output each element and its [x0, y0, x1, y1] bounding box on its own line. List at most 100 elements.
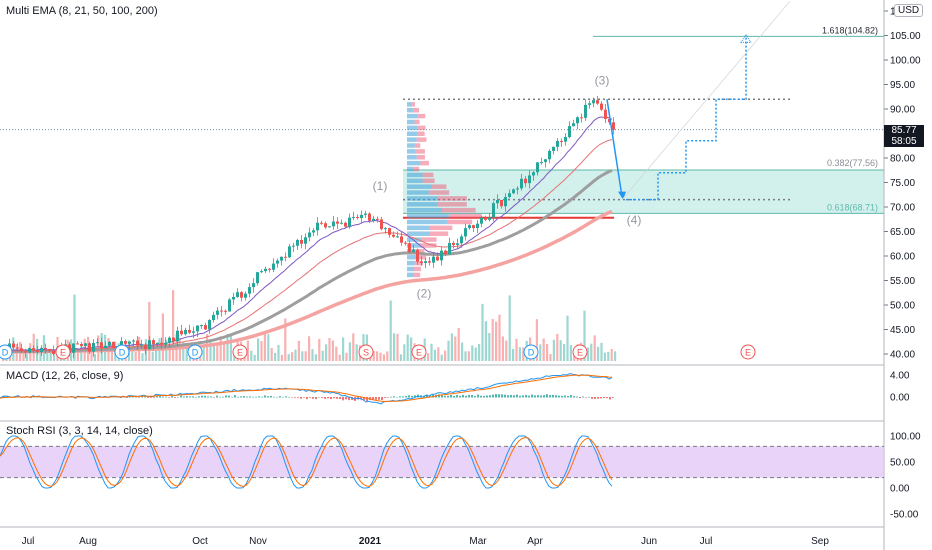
volume-bar: [342, 337, 345, 361]
volume-bar: [563, 344, 566, 361]
candle-body: [332, 221, 335, 227]
volume-profile-bar: [431, 184, 447, 189]
candle-body: [420, 261, 423, 264]
macd-histogram-bar: [282, 396, 284, 398]
volume-bar: [488, 333, 491, 361]
volume-bar: [597, 346, 600, 361]
macd-histogram-bar: [558, 395, 560, 398]
volume-profile-bar: [421, 237, 437, 242]
macd-histogram-bar: [309, 397, 311, 398]
candle-body: [100, 342, 103, 349]
volume-profile-bar: [407, 155, 417, 160]
macd-histogram-bar: [411, 395, 413, 398]
candle-body: [508, 193, 511, 198]
volume-profile-bar: [414, 272, 421, 278]
candle-body: [156, 342, 159, 345]
volume-profile-bar: [441, 207, 476, 213]
volume-bar: [522, 347, 525, 361]
candle-body: [492, 203, 495, 218]
volume-profile-bar: [407, 102, 413, 107]
volume-bar: [76, 349, 79, 361]
volume-bar: [345, 352, 348, 361]
volume-profile-bar: [447, 219, 473, 225]
volume-bar: [593, 335, 596, 361]
candle-body: [84, 343, 87, 346]
candle-body: [580, 117, 583, 119]
wave-label: (2): [417, 287, 432, 301]
macd-histogram-bar: [450, 394, 452, 398]
x-tick-label: Mar: [469, 536, 487, 547]
candle-body: [184, 329, 187, 335]
volume-profile-bar: [407, 143, 415, 148]
macd-histogram-bar: [261, 396, 263, 398]
volume-bar: [393, 333, 396, 361]
volume-bar: [260, 341, 263, 361]
volume-bar: [382, 354, 385, 361]
volume-profile-bar: [416, 137, 427, 142]
macd-histogram-bar: [447, 395, 449, 398]
candle-body: [140, 344, 143, 346]
volume-bar: [498, 314, 501, 361]
fib-label: 1.618(104.82): [822, 25, 878, 35]
rsi-y-tick-label: 0.00: [890, 484, 910, 495]
volume-bar: [355, 344, 358, 361]
volume-bar: [512, 348, 515, 361]
currency-badge[interactable]: USD: [894, 4, 924, 17]
volume-bar: [73, 294, 76, 361]
volume-bar: [569, 345, 572, 361]
macd-histogram-bar: [207, 396, 209, 398]
last-price-tag: 85.77: [884, 125, 924, 136]
volume-profile-bar: [407, 184, 432, 189]
macd-y-tick-label: 0.00: [890, 393, 910, 404]
candle-body: [552, 146, 555, 151]
candle-body: [460, 236, 463, 244]
volume-bar: [491, 318, 494, 361]
macd-histogram-bar: [147, 397, 149, 398]
macd-histogram-bar: [333, 397, 335, 399]
volume-profile-bar: [437, 202, 467, 207]
macd-histogram-bar: [330, 397, 332, 400]
y-tick-label: 95.00: [890, 80, 915, 91]
macd-histogram-bar: [327, 397, 329, 399]
candle-body: [588, 103, 591, 105]
candle-body: [292, 245, 295, 247]
volume-bar: [467, 351, 470, 361]
macd-histogram-bar: [201, 395, 203, 398]
volume-profile-bar: [407, 178, 423, 184]
macd-histogram-bar: [588, 396, 590, 398]
volume-profile-bar: [407, 172, 423, 178]
x-tick-label: Nov: [249, 536, 267, 547]
candle-body: [316, 222, 319, 231]
volume-bar: [212, 345, 215, 361]
volume-bar: [172, 290, 175, 361]
rsi-y-tick-label: 50.00: [890, 458, 915, 469]
volume-bar: [501, 336, 504, 361]
macd-histogram-bar: [126, 397, 128, 398]
candle-body: [280, 256, 283, 261]
macd-histogram-bar: [537, 395, 539, 398]
candle-body: [392, 234, 395, 237]
candle-body: [236, 292, 239, 297]
volume-bar: [603, 352, 606, 361]
macd-histogram-bar: [396, 396, 398, 398]
macd-histogram-bar: [372, 397, 374, 401]
volume-bar: [311, 349, 314, 361]
dividend-marker-label: D: [528, 348, 535, 358]
candle-body: [348, 217, 351, 227]
volume-bar: [430, 343, 433, 361]
volume-profile-bar: [407, 119, 415, 125]
macd-histogram-bar: [177, 396, 179, 398]
candle-body: [416, 249, 419, 262]
macd-histogram-bar: [405, 396, 407, 398]
candle-body: [264, 268, 267, 272]
macd-histogram-bar: [342, 397, 344, 401]
stoch-d-line: [0, 436, 613, 488]
macd-histogram-bar: [153, 397, 155, 398]
volume-bar: [267, 334, 270, 361]
candle-body: [324, 223, 327, 228]
earnings-marker-label: E: [745, 348, 751, 358]
volume-bar: [427, 353, 430, 361]
candle-body: [28, 348, 31, 353]
projection-down-arrow: [606, 99, 623, 197]
macd-histogram-bar: [336, 397, 338, 399]
